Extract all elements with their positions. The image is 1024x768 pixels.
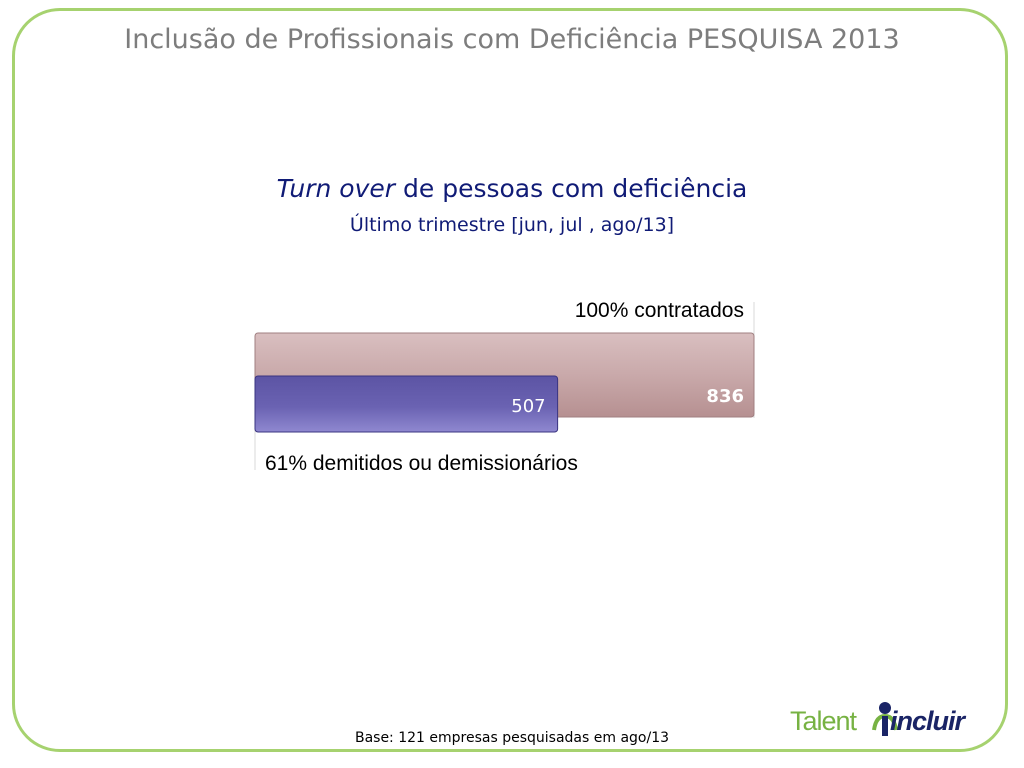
chart-title-italic: Turn over xyxy=(276,174,396,203)
value-label-contratados: 836 xyxy=(706,386,744,407)
logo-person-icon xyxy=(872,702,898,736)
slide-title: Inclusão de Profissionais com Deficiênci… xyxy=(124,24,900,55)
chart-title: Turn over de pessoas com deficiência xyxy=(0,174,1024,203)
series-label-contratados: 100% contratados xyxy=(575,299,744,322)
value-label-demitidos: 507 xyxy=(511,396,545,417)
chart-title-rest: de pessoas com deficiência xyxy=(395,174,748,203)
bar-demitidos xyxy=(254,375,559,433)
logo-text-talent: Talent xyxy=(790,706,857,736)
base-note: Base: 121 empresas pesquisadas em ago/13 xyxy=(354,730,670,746)
chart-subtitle: Último trimestre [jun, jul , ago/13] xyxy=(349,214,675,236)
series-label-demitidos: 61% demitidos ou demissionários xyxy=(265,452,578,475)
logo-text-incluir: incluir xyxy=(890,706,965,736)
slide-frame xyxy=(12,8,1008,752)
talento-incluir-logo: Talent incluir xyxy=(790,700,970,744)
